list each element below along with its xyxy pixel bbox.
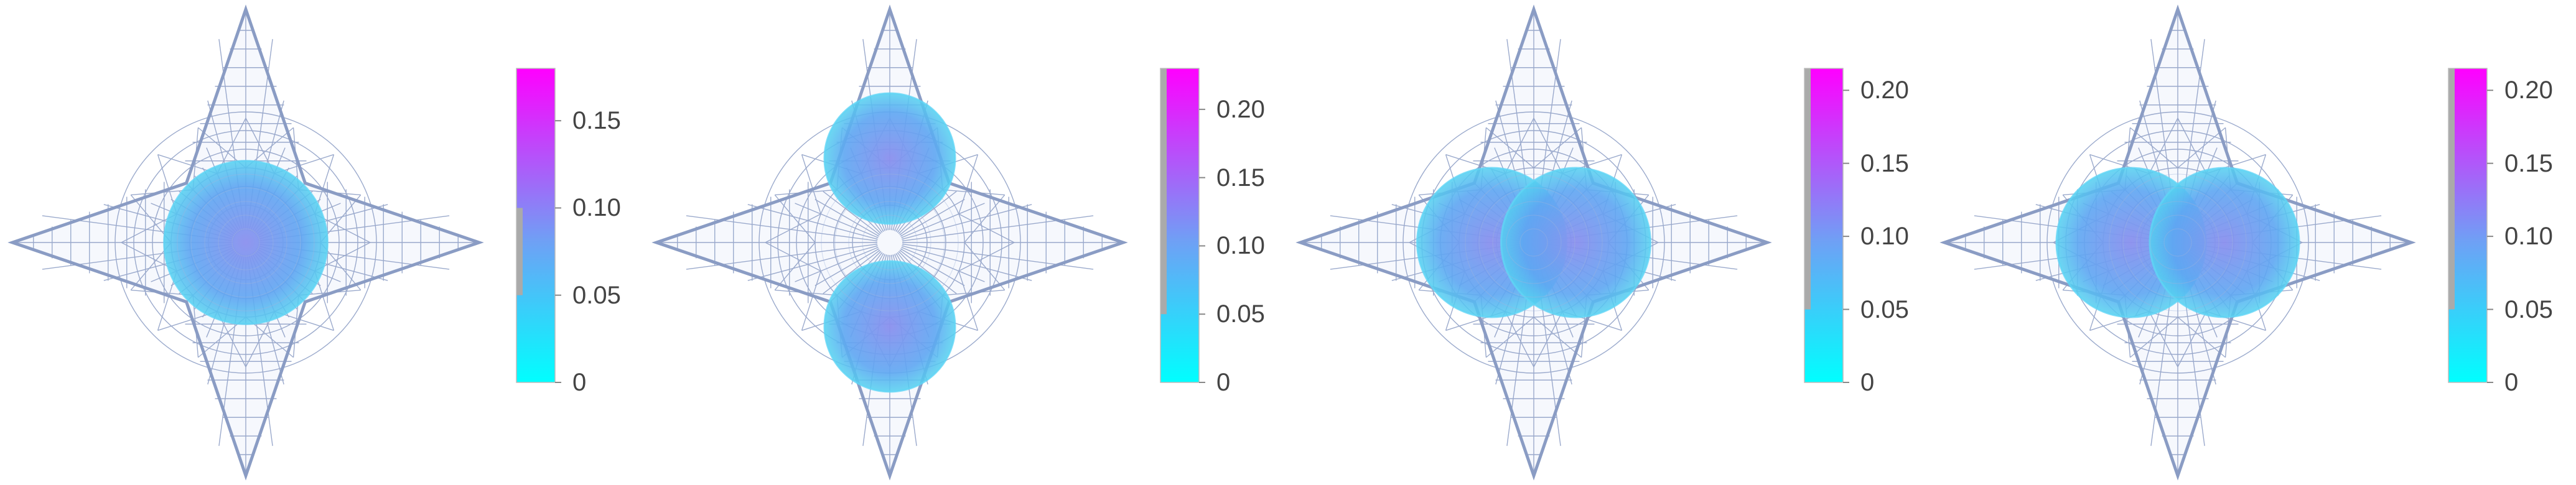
colorbar-tick-label: 0: [2504, 369, 2519, 396]
chart-panel-2: 0 0.05 0.10 0.15 0.20: [644, 0, 1288, 485]
colorbar: [2448, 68, 2493, 383]
colorbar-tick-label: 0.05: [572, 281, 621, 309]
colorbar-tick-label: 0.05: [1860, 295, 1909, 323]
colorbar-tick-label: 0.15: [572, 107, 621, 135]
chart-panel-3: 0 0.05 0.10 0.15 0.20: [1288, 0, 1932, 485]
colorbar-tick-label: 0: [1216, 369, 1231, 396]
colorbar-tick-label: 0.10: [1860, 223, 1909, 251]
colorbar-tick-label: 0.10: [1216, 232, 1265, 260]
density-blob-1: [163, 160, 329, 325]
colorbar-tick-label: 0.05: [1216, 300, 1265, 328]
density-blob-2: [2149, 167, 2300, 318]
colorbar: [1804, 68, 1849, 383]
mesh-plot: [1939, 4, 2416, 481]
colorbar-tick-label: 0.10: [2504, 223, 2553, 251]
colorbar-tick-label: 0.20: [1216, 95, 1265, 123]
colorbar: [516, 68, 561, 383]
colorbar-tick-label: 0: [1860, 369, 1875, 396]
colorbar-tick-label: 0: [572, 369, 587, 396]
mesh-plot: [651, 4, 1128, 481]
density-blob-2: [1500, 167, 1651, 318]
colorbar-tick-label: 0.15: [1216, 164, 1265, 192]
mesh-plot: [7, 4, 484, 481]
colorbar-tick-label: 0.15: [1860, 149, 1909, 177]
colorbar-tick-label: 0.05: [2504, 295, 2553, 323]
chart-panel-4: 0 0.05 0.10 0.15 0.20: [1932, 0, 2576, 485]
mesh-plot: [1295, 4, 1772, 481]
density-blob-2: [823, 260, 956, 393]
colorbar-tick-label: 0.20: [2504, 76, 2553, 104]
chart-panel-1: 0 0.05 0.10 0.15: [0, 0, 644, 485]
density-blob-1: [823, 92, 956, 225]
colorbar-tick-label: 0.15: [2504, 149, 2553, 177]
colorbar-tick-label: 0.20: [1860, 76, 1909, 104]
colorbar: [1160, 68, 1205, 383]
colorbar-tick-label: 0.10: [572, 194, 621, 222]
